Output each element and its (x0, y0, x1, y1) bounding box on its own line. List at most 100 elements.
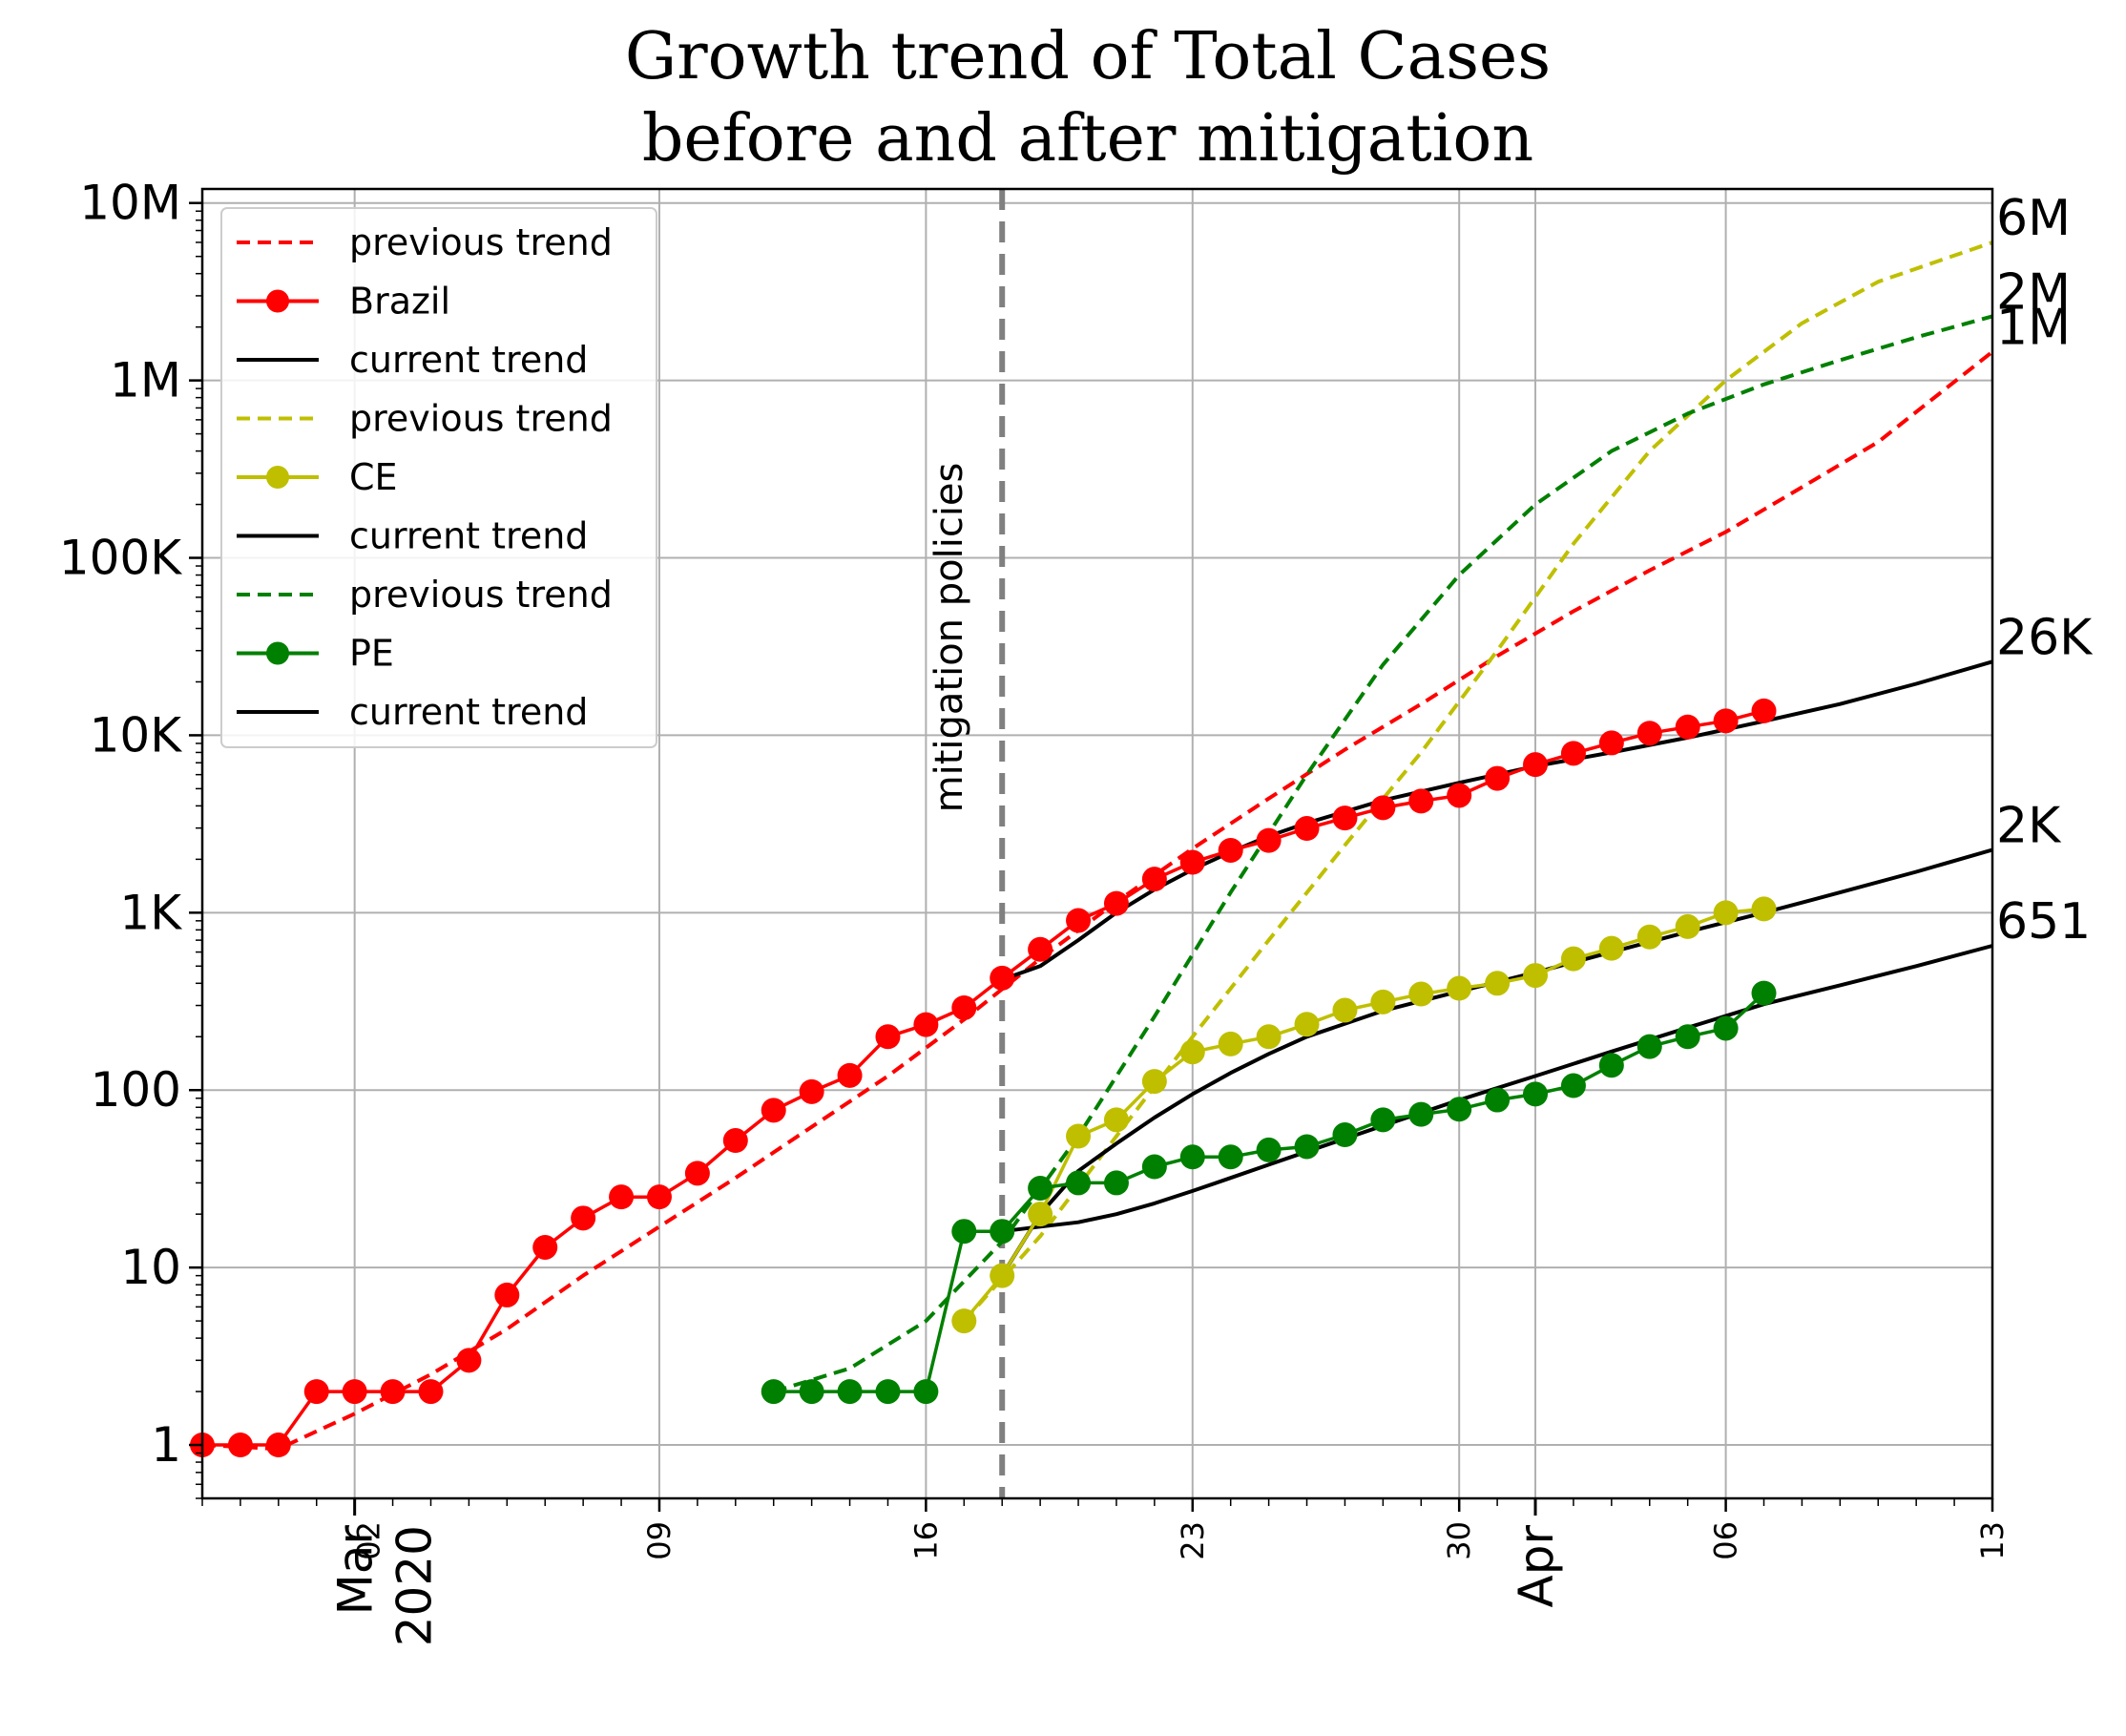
data-point (1370, 1107, 1396, 1133)
ytick-label: 1K (119, 885, 182, 940)
data-point (1713, 708, 1739, 734)
legend-item[interactable]: CE (237, 456, 398, 498)
data-point (1370, 989, 1396, 1014)
legend[interactable]: previous trend Brazil current trend previou… (220, 207, 657, 748)
data-point (799, 1078, 824, 1104)
data-point (1141, 1154, 1167, 1180)
series-line (1001, 659, 1993, 982)
legend-marker (266, 641, 289, 665)
legend-item[interactable]: current trend (237, 691, 588, 733)
end-value-label: 26K (1996, 609, 2094, 666)
axes: 1 10 100 1K 10K 100K 1M 10M 09 16 23 30 06 13 Mar 20200… (59, 176, 2011, 1647)
data-point (1066, 908, 1092, 933)
data-point (1447, 1097, 1472, 1122)
data-point (875, 1024, 901, 1050)
data-point (303, 1379, 329, 1405)
data-point (1408, 1101, 1434, 1127)
legend-item[interactable]: current trend (237, 515, 588, 557)
legend-label: previous trend (349, 398, 613, 440)
xtick-label: 13 (1974, 1521, 2011, 1560)
xtick-label: 30 (1441, 1521, 1477, 1560)
data-point (1028, 1202, 1053, 1227)
data-point (494, 1282, 520, 1307)
series-brazil-markers (190, 698, 1777, 1458)
legend-box (220, 207, 657, 748)
xtick-label: 23 (1175, 1521, 1211, 1560)
data-point (1598, 935, 1624, 961)
data-point (1028, 1176, 1053, 1202)
data-point (1218, 1144, 1243, 1170)
chart-title-line2: before and after mitigation (642, 101, 1533, 177)
data-point (1103, 890, 1129, 916)
legend-item[interactable]: PE (237, 633, 394, 675)
legend-item[interactable]: previous trend (237, 574, 613, 616)
legend-label: PE (349, 633, 394, 675)
legend-item[interactable]: Brazil (237, 281, 450, 323)
legend-item[interactable]: previous trend (237, 221, 613, 263)
plot-frame (200, 187, 1994, 1500)
data-point (913, 1379, 939, 1405)
data-point (1636, 721, 1662, 746)
data-point (1751, 896, 1777, 922)
data-point (1103, 1170, 1129, 1196)
data-point (1294, 1134, 1320, 1160)
data-point (1066, 1170, 1092, 1196)
xtick-major-label: Mar (328, 1525, 384, 1616)
data-point (1256, 1024, 1282, 1050)
data-point (1447, 975, 1472, 1001)
data-point (1103, 1107, 1129, 1133)
series-pe-markers (761, 980, 1777, 1405)
data-point (1294, 1012, 1320, 1037)
data-point (1408, 981, 1434, 1007)
series-ce-dashed (962, 241, 1993, 1323)
data-point (1408, 788, 1434, 814)
data-point (1447, 783, 1472, 808)
data-point (1370, 795, 1396, 821)
data-point (837, 1379, 863, 1405)
mitigation-label: mitigation policies (928, 463, 971, 813)
legend-label: previous trend (349, 221, 613, 263)
data-point (1560, 946, 1586, 972)
data-point (722, 1128, 748, 1154)
data-point (837, 1062, 863, 1088)
data-point (913, 1012, 939, 1037)
data-point (1636, 924, 1662, 950)
data-point (1256, 1137, 1282, 1162)
data-point (1560, 741, 1586, 766)
data-point (1332, 1122, 1358, 1148)
legend-item[interactable]: current trend (237, 339, 588, 381)
end-value-label: 6M (1996, 190, 2071, 247)
data-point (951, 1308, 977, 1334)
series-ce-solid (1000, 847, 1993, 1277)
data-point (609, 1184, 635, 1210)
data-point (1179, 1144, 1205, 1170)
data-point (418, 1379, 444, 1405)
series-layer (190, 241, 1994, 1458)
data-point (684, 1161, 710, 1186)
data-point (1066, 1123, 1092, 1149)
data-point (1751, 980, 1777, 1006)
ytick-label: 10M (79, 176, 181, 231)
data-point (1332, 805, 1358, 831)
data-point (571, 1205, 596, 1231)
series-line (1000, 847, 1993, 1277)
data-point (1179, 849, 1205, 875)
legend-label: Brazil (349, 281, 450, 323)
chart-title-line1: Growth trend of Total Cases (625, 19, 1551, 94)
data-point (990, 1263, 1015, 1288)
end-value-label: 651 (1996, 893, 2091, 951)
data-point (342, 1379, 367, 1405)
data-point (1523, 963, 1549, 989)
xtick-label: 09 (641, 1521, 677, 1560)
legend-item[interactable]: previous trend (237, 398, 613, 440)
data-point (1523, 1081, 1549, 1107)
series-line (773, 314, 1993, 1394)
data-point (799, 1379, 824, 1405)
xtick-label: 02 (351, 1521, 387, 1560)
series-line (962, 241, 1993, 1323)
data-point (1675, 714, 1700, 740)
data-point (951, 1219, 977, 1244)
data-point (227, 1433, 253, 1458)
data-point (1028, 936, 1053, 962)
